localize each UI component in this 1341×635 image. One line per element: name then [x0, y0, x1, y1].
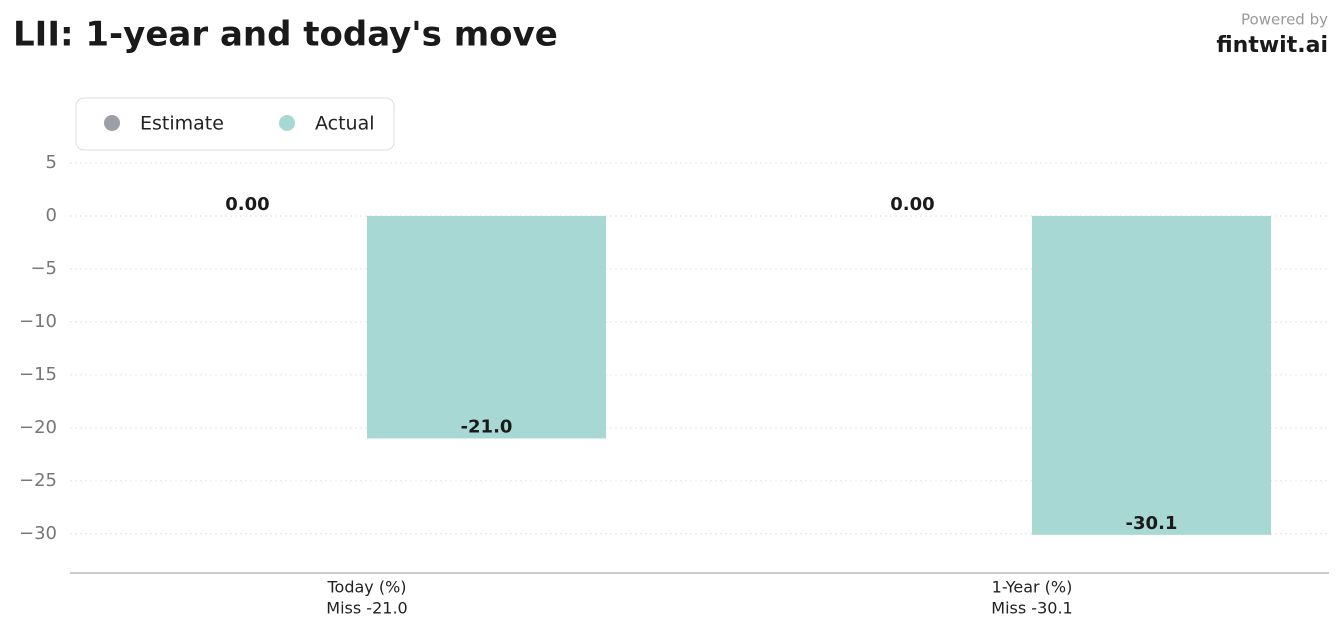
credit-brand: fintwit.ai [1216, 33, 1328, 58]
credit-label: Powered by [1241, 11, 1328, 29]
y-tick-label: −25 [19, 470, 57, 491]
y-tick-label: −30 [19, 523, 57, 544]
x-tick-label: Miss -21.0 [326, 599, 407, 618]
value-label: 0.00 [225, 194, 269, 215]
value-label: -30.1 [1126, 513, 1178, 534]
legend-box [75, 97, 395, 151]
legend-label: Estimate [140, 113, 224, 135]
legend-marker [279, 115, 295, 131]
y-tick-label: 0 [46, 205, 57, 226]
chart-title: LII: 1-year and today's move [13, 15, 558, 55]
y-tick-label: −10 [19, 311, 57, 332]
x-tick-label: Today (%) [326, 578, 406, 597]
value-label: 0.00 [890, 194, 934, 215]
y-tick-label: −20 [19, 417, 57, 438]
y-tick-label: −5 [30, 258, 57, 279]
legend-marker [104, 115, 120, 131]
y-tick-label: −15 [19, 364, 57, 385]
legend-label: Actual [315, 113, 375, 135]
value-label: -21.0 [461, 416, 513, 437]
x-tick-label: Miss -30.1 [991, 599, 1072, 618]
bar [1032, 215, 1271, 535]
y-tick-label: 5 [46, 152, 57, 173]
x-tick-label: 1-Year (%) [992, 578, 1073, 597]
bar [367, 215, 606, 439]
